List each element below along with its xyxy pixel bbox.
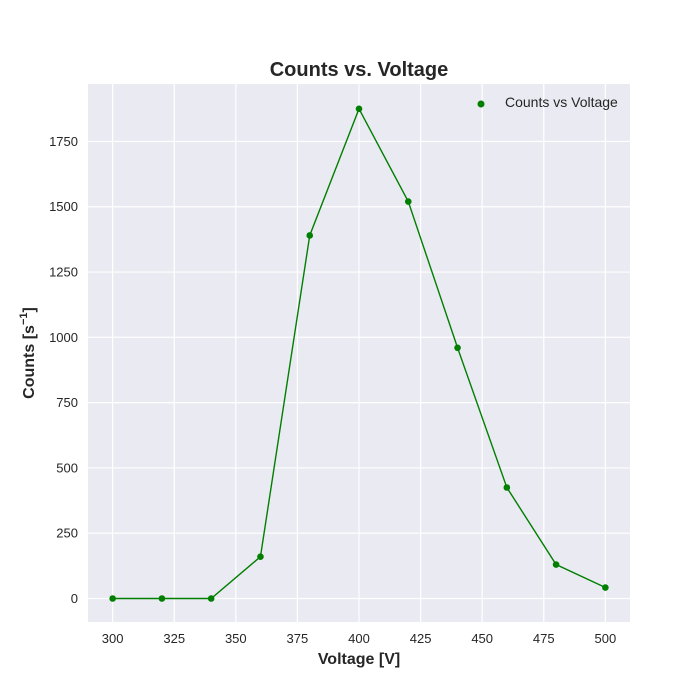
- y-tick-label: 750: [56, 395, 78, 410]
- data-point: [109, 595, 116, 602]
- x-tick-label: 375: [287, 631, 309, 646]
- data-point: [158, 595, 166, 602]
- legend-marker: [477, 100, 485, 108]
- data-point: [306, 232, 314, 239]
- series-group: [109, 105, 609, 602]
- x-tick-label: 400: [348, 631, 370, 646]
- data-point: [207, 595, 215, 602]
- x-tick-labels: 300 325 350 375 400 425 450 475 500: [102, 631, 616, 646]
- legend-label: Counts vs Voltage: [505, 94, 618, 110]
- x-tick-label: 475: [533, 631, 555, 646]
- data-point: [404, 198, 412, 205]
- grid: [88, 84, 630, 622]
- y-axis-label-end: ]: [21, 307, 38, 312]
- x-tick-label: 300: [102, 631, 124, 646]
- x-axis-label: Voltage [V]: [318, 651, 400, 668]
- x-tick-label: 425: [410, 631, 432, 646]
- y-axis-label-main: Counts [s: [21, 325, 38, 399]
- x-tick-label: 325: [163, 631, 185, 646]
- y-axis-label-sup: −1: [18, 313, 30, 326]
- data-point: [454, 344, 461, 352]
- y-tick-label: 0: [71, 591, 78, 606]
- y-tick-label: 1000: [49, 330, 78, 345]
- y-tick-label: 1750: [49, 134, 78, 149]
- y-tick-label: 1500: [49, 199, 78, 214]
- data-point: [602, 584, 609, 591]
- y-tick-label: 1250: [49, 265, 78, 280]
- y-tick-label: 250: [56, 526, 78, 541]
- x-tick-label: 450: [471, 631, 493, 646]
- x-tick-label: 500: [595, 631, 617, 646]
- data-point: [355, 105, 363, 113]
- legend: Counts vs Voltage: [477, 94, 618, 110]
- y-axis-label: Counts [s−1]: [18, 307, 38, 399]
- data-point: [503, 484, 511, 491]
- y-tick-labels: 0 250 500 750 1000 1250 1500 1750: [49, 134, 78, 606]
- data-point: [257, 553, 264, 561]
- data-point: [552, 561, 560, 568]
- y-tick-label: 500: [56, 460, 78, 475]
- chart-title: Counts vs. Voltage: [270, 59, 449, 81]
- x-tick-label: 350: [225, 631, 247, 646]
